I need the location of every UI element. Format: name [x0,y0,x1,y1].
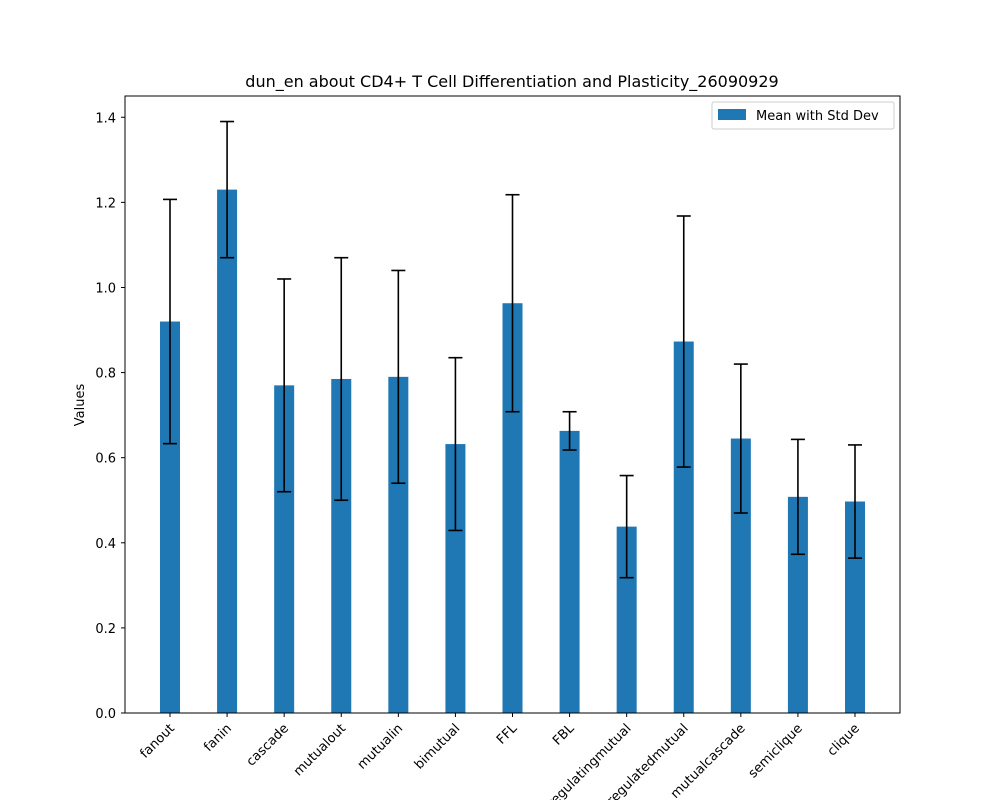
x-tick-label-semiclique: semiclique [746,721,806,781]
error-bar-FFL [505,193,520,413]
bar-mutualcascade [730,438,751,713]
legend: Mean with Std Dev [711,101,895,130]
bar-regulatedmutual [673,341,694,713]
bar-FFL [502,303,523,713]
bar-FBL [559,430,580,713]
y-tick-label: 1.2 [95,196,116,211]
x-tick-label-cascade: cascade [244,721,292,769]
legend-frame [711,101,895,130]
legend-swatch [718,109,746,120]
legend-label: Mean with Std Dev [756,109,879,124]
y-tick-label: 1.0 [95,281,116,296]
x-tick-label-mutualin: mutualin [355,721,406,772]
x-tick-label-fanout: fanout [137,721,177,761]
error-bar-mutualout [334,256,349,502]
x-tick-label-FBL: FBL [550,721,578,749]
x-tick-label-bimutual: bimutual [412,721,463,772]
x-tick-label-mutualout: mutualout [291,721,349,779]
y-axis-label: Values [73,384,88,427]
bar-fanin [217,189,238,714]
y-axis: 0.0 0.2 0.4 0.6 0.8 1.0 1.2 1.4 [95,111,125,722]
y-tick-label: 0.2 [95,622,116,637]
bar-semiclique [787,496,808,713]
error-bar-regulatingmutual [619,474,634,579]
x-tick-label-clique: clique [825,721,863,759]
error-bar-clique [848,444,862,559]
error-bar-regulatedmutual [676,215,691,468]
y-tick-label: 0.6 [95,452,116,467]
x-tick-label-FFL: FFL [494,721,521,748]
bar-fanout [160,321,180,713]
error-bar-mutualcascade [733,363,748,514]
bars-layer [160,189,865,714]
x-axis: fanout fanin cascade mutualout mutualin bimut… [137,713,863,800]
bar-clique [845,501,865,713]
error-bars-layer [163,120,862,579]
x-tick-label-fanin: fanin [201,721,235,755]
error-bar-fanout [163,198,177,445]
error-bar-bimutual [448,356,463,532]
bar-cascade [274,385,295,713]
error-bar-semiclique [790,438,805,556]
y-tick-label: 1.4 [95,111,116,126]
y-tick-label: 0.8 [95,367,116,382]
bar-mutualin [388,376,409,713]
error-bar-mutualin [391,269,406,485]
error-bar-FBL [562,410,577,451]
error-bar-cascade [277,278,292,493]
error-bar-fanin [220,120,235,259]
chart-title: dun_en about CD4+ T Cell Differentiation… [245,72,778,92]
bar-bimutual [445,444,466,713]
y-tick-label: 0.0 [95,707,116,722]
y-tick-label: 0.4 [95,537,116,552]
bar-regulatingmutual [616,526,637,713]
bar-mutualout [331,378,352,713]
